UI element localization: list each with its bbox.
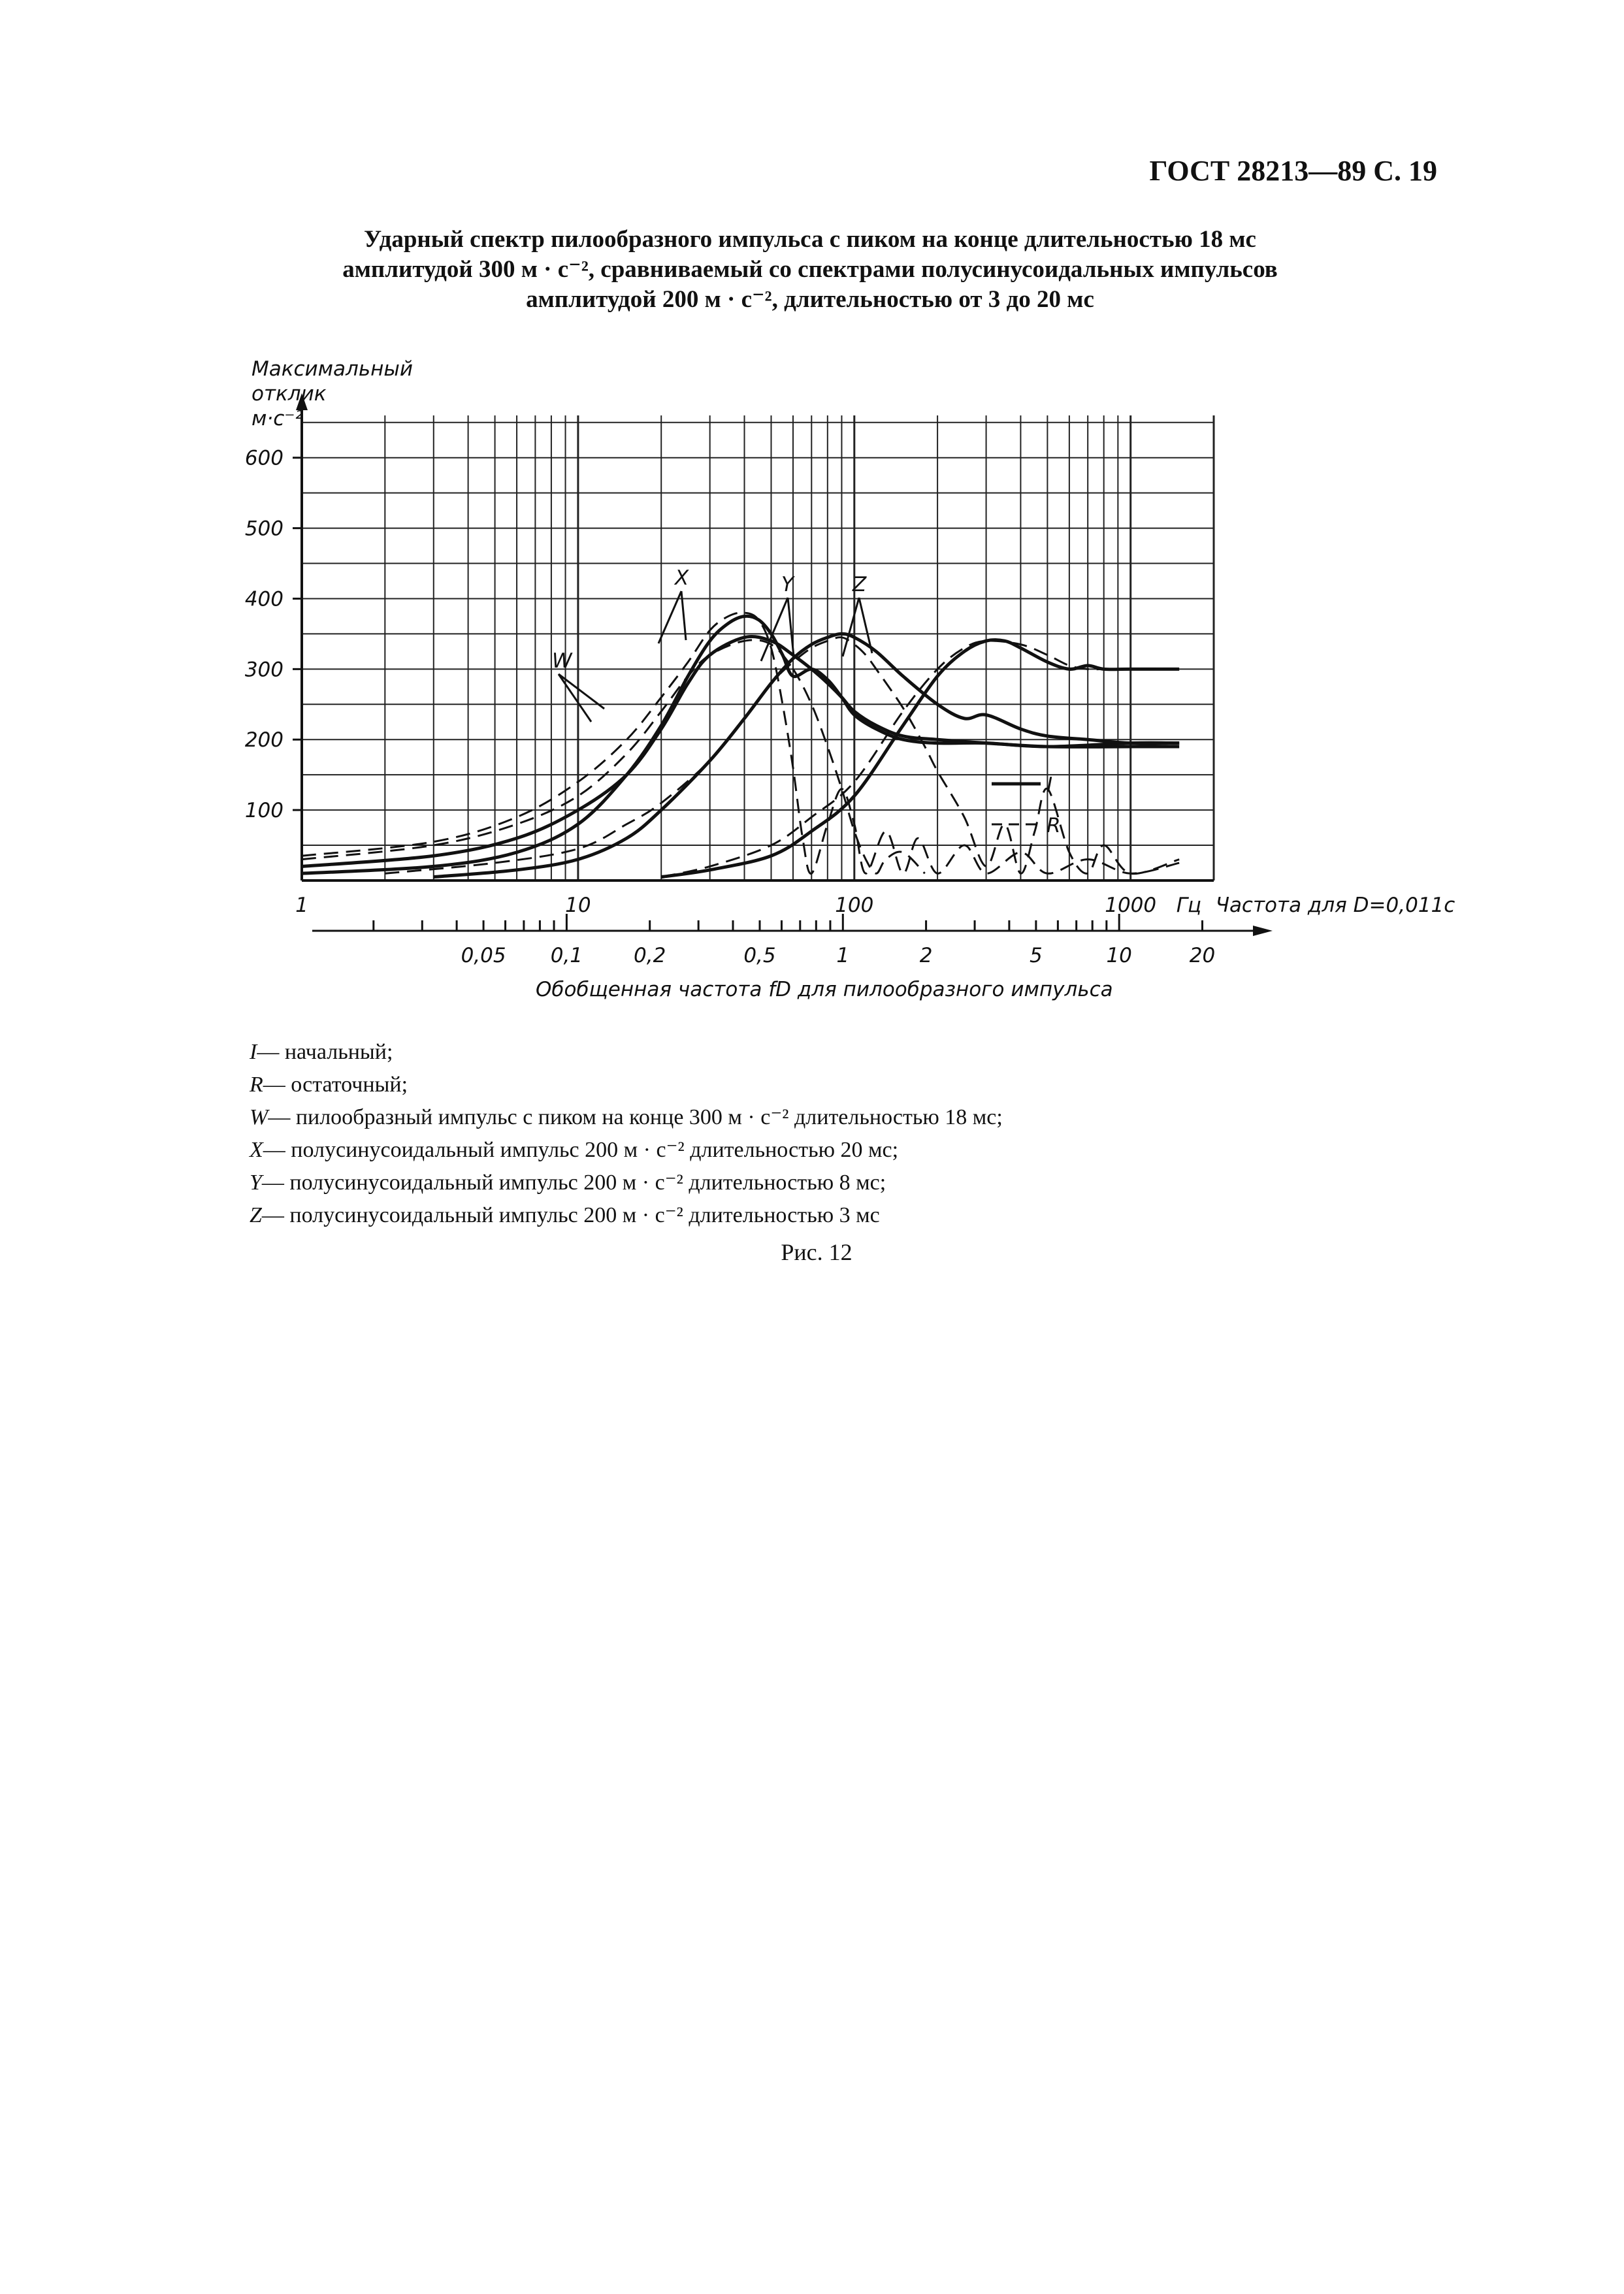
legend-note-key: W (250, 1105, 268, 1129)
legend-note-r: R— остаточный; (250, 1069, 1425, 1101)
series-line-x-dashed (301, 611, 1180, 875)
shock-spectrum-chart: 100 200 300 400 500 600 Максимальныйоткликм·с⁻… (245, 357, 1455, 1001)
chart-axes (293, 393, 1273, 936)
curve-label-x: X (674, 566, 689, 590)
legend-note-text: — остаточный; (263, 1073, 408, 1097)
legend-note-text: — полусинусоидальный импульс 200 м · с⁻²… (263, 1138, 899, 1162)
curve-label-pointer (760, 597, 789, 662)
legend-note-key: X (250, 1138, 263, 1162)
legend-note-y: Y— полусинусоидальный импульс 200 м · с⁻… (250, 1167, 1425, 1199)
secondary-tick-label: 0,05 (461, 944, 506, 967)
secondary-tick-label: 10 (1106, 944, 1131, 967)
y-tick-label: 600 (245, 447, 284, 470)
y-axis-arrow (296, 393, 308, 410)
series-line-y-solid (433, 632, 1180, 879)
legend-note-text: — начальный; (257, 1040, 393, 1064)
curve-label-pointer (841, 597, 860, 657)
figure-title-line-2: амплитудой 300 м · с⁻², сравниваемый со … (342, 256, 1278, 283)
secondary-tick-label: 2 (920, 944, 933, 967)
x-tick-label: 1000 (1105, 894, 1156, 917)
legend-note-key: Z (250, 1203, 262, 1227)
curve-label-pointer (787, 597, 795, 657)
figure-title: Ударный спектр пилообразного импульса с … (196, 225, 1424, 315)
y-tick-label: 100 (245, 799, 284, 822)
legend-note-text: — полусинусоидальный импульс 200 м · с⁻²… (261, 1171, 886, 1195)
legend-note-z: Z— полусинусоидальный импульс 200 м · с⁻… (250, 1199, 1425, 1232)
secondary-axis-arrow (1253, 926, 1273, 936)
legend-note-i: I— начальный; (250, 1036, 1425, 1069)
curve-label-pointer (680, 590, 687, 641)
series-line-y-dashed (385, 636, 1180, 875)
curve-label-y: Y (781, 573, 795, 596)
x-tick-label: 1 (295, 894, 308, 917)
y-axis-label: Максимальный (252, 357, 413, 381)
y-tick-label: 300 (245, 658, 284, 681)
x-axis-label: Частота для D=0,011с (1216, 894, 1455, 917)
legend-note-text: — полусинусоидальный импульс 200 м · с⁻²… (261, 1203, 880, 1227)
series-line-w-dashed (301, 639, 926, 875)
x-tick-label: 10 (565, 894, 591, 917)
legend-note-key: I (250, 1040, 257, 1064)
curve-label-w: W (552, 649, 573, 673)
figure-title-line-3: амплитудой 200 м · с⁻², длительностью от… (526, 286, 1094, 313)
chart-labels: 100 200 300 400 500 600 Максимальныйоткликм·с⁻… (245, 357, 1455, 1001)
series-line-z-dashed (660, 639, 1180, 879)
series-line-z-solid (660, 638, 1180, 879)
curve-label-z: Z (852, 573, 867, 596)
secondary-tick-label: 20 (1190, 944, 1215, 967)
y-axis-label: м·с⁻² (252, 407, 303, 430)
page-header: ГОСТ 28213—89 С. 19 (1149, 155, 1437, 187)
y-axis-label: отклик (252, 382, 327, 406)
curve-label-pointer (858, 597, 873, 654)
secondary-tick-label: 1 (836, 944, 849, 967)
legend-note-text: — пилообразный импульс с пиком на конце … (268, 1105, 1003, 1129)
chart-grid (300, 415, 1215, 880)
figure-caption: Рис. 12 (781, 1239, 853, 1265)
secondary-tick-label: 5 (1030, 944, 1043, 967)
figure-title-line-1: Ударный спектр пилообразного импульса с … (364, 226, 1256, 253)
x-tick-label: 100 (835, 894, 873, 917)
line-style-legend-key: I (1047, 773, 1052, 797)
legend-notes: I— начальный; R— остаточный; W— пилообра… (250, 1036, 1425, 1232)
legend-note-w: W— пилообразный импульс с пиком на конце… (250, 1101, 1425, 1134)
y-tick-label: 400 (245, 587, 284, 611)
legend-note-key: R (250, 1073, 263, 1097)
secondary-axis-label: Обобщенная частота fD для пилообразного … (536, 978, 1113, 1001)
x-unit-label: Гц (1177, 894, 1201, 917)
y-tick-label: 200 (245, 728, 284, 752)
line-style-legend-key: R (1047, 814, 1061, 837)
legend-note-key: Y (250, 1171, 262, 1195)
y-tick-label: 500 (245, 517, 284, 541)
secondary-tick-label: 0,1 (551, 944, 583, 967)
secondary-tick-label: 0,5 (743, 944, 775, 967)
legend-note-x: X— полусинусоидальный импульс 200 м · с⁻… (250, 1134, 1425, 1167)
secondary-tick-label: 0,2 (634, 944, 666, 967)
curve-label-pointer (558, 673, 605, 710)
curve-label-pointer (657, 590, 683, 644)
series-line-x-solid (301, 614, 1180, 875)
curve-label-pointer (557, 673, 593, 722)
